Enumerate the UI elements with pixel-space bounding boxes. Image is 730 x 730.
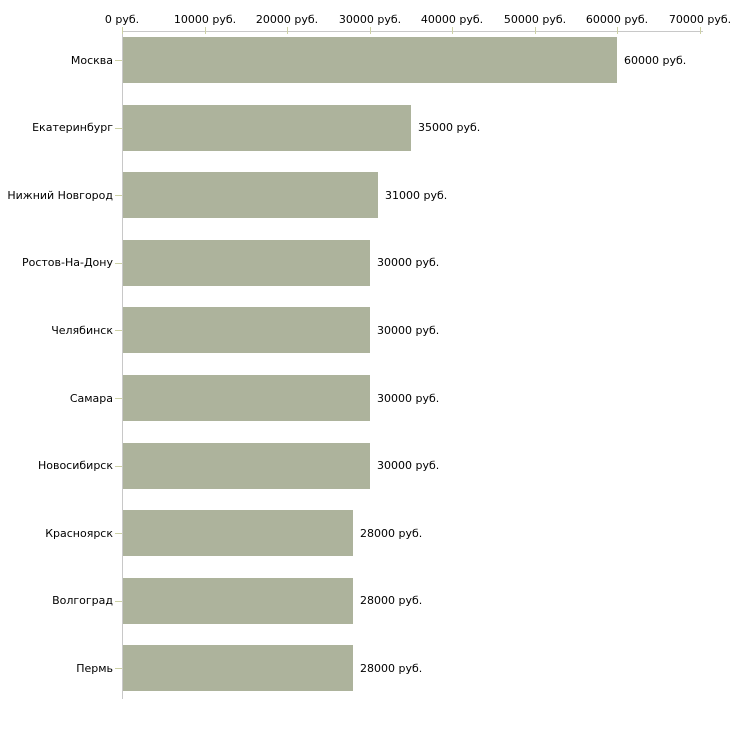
x-axis-tick <box>700 27 701 34</box>
x-axis-tick <box>370 27 371 34</box>
value-label: 60000 руб. <box>624 54 687 67</box>
category-label: Самара <box>69 392 113 405</box>
y-axis-tick <box>115 533 122 534</box>
x-axis-tick-label: 40000 руб. <box>420 13 484 26</box>
category-label: Екатеринбург <box>32 121 113 134</box>
y-axis-tick <box>115 263 122 264</box>
y-axis-tick <box>115 398 122 399</box>
value-label: 35000 руб. <box>418 121 481 134</box>
x-axis-tick <box>122 27 123 34</box>
value-label: 31000 руб. <box>385 189 448 202</box>
x-axis-line <box>122 31 703 32</box>
x-axis-tick-label: 20000 руб. <box>255 13 319 26</box>
x-axis-tick-label: 0 руб. <box>104 13 140 26</box>
value-label: 30000 руб. <box>377 256 440 269</box>
y-axis-tick <box>115 466 122 467</box>
x-axis-tick-label: 50000 руб. <box>503 13 567 26</box>
category-label: Ростов-На-Дону <box>21 256 113 269</box>
x-axis-tick <box>535 27 536 34</box>
bar <box>123 240 370 286</box>
y-axis-tick <box>115 668 122 669</box>
value-label: 28000 руб. <box>360 594 423 607</box>
bar <box>123 510 353 556</box>
bar <box>123 578 353 624</box>
y-axis-tick <box>115 195 122 196</box>
x-axis-tick <box>205 27 206 34</box>
category-label: Москва <box>70 54 113 67</box>
bar <box>123 172 378 218</box>
bar <box>123 443 370 489</box>
value-label: 30000 руб. <box>377 324 440 337</box>
value-label: 30000 руб. <box>377 459 440 472</box>
y-axis-tick <box>115 601 122 602</box>
y-axis-tick <box>115 60 122 61</box>
y-axis-tick <box>115 330 122 331</box>
bar <box>123 307 370 353</box>
x-axis-tick-label: 30000 руб. <box>338 13 402 26</box>
category-label: Челябинск <box>51 324 113 337</box>
bar <box>123 645 353 691</box>
category-label: Нижний Новгород <box>7 189 113 202</box>
category-label: Волгоград <box>52 594 113 607</box>
category-label: Пермь <box>76 662 113 675</box>
x-axis-tick <box>617 27 618 34</box>
bar <box>123 375 370 421</box>
category-label: Новосибирск <box>37 459 113 472</box>
x-axis-tick-label: 10000 руб. <box>173 13 237 26</box>
value-label: 28000 руб. <box>360 662 423 675</box>
value-label: 30000 руб. <box>377 392 440 405</box>
x-axis-tick-label: 60000 руб. <box>585 13 649 26</box>
bar <box>123 105 411 151</box>
bar <box>123 37 617 83</box>
value-label: 28000 руб. <box>360 527 423 540</box>
category-label: Красноярск <box>45 527 113 540</box>
x-axis-tick <box>287 27 288 34</box>
x-axis-tick-label: 70000 руб. <box>668 13 730 26</box>
y-axis-line <box>122 31 123 699</box>
y-axis-tick <box>115 128 122 129</box>
x-axis-tick <box>452 27 453 34</box>
